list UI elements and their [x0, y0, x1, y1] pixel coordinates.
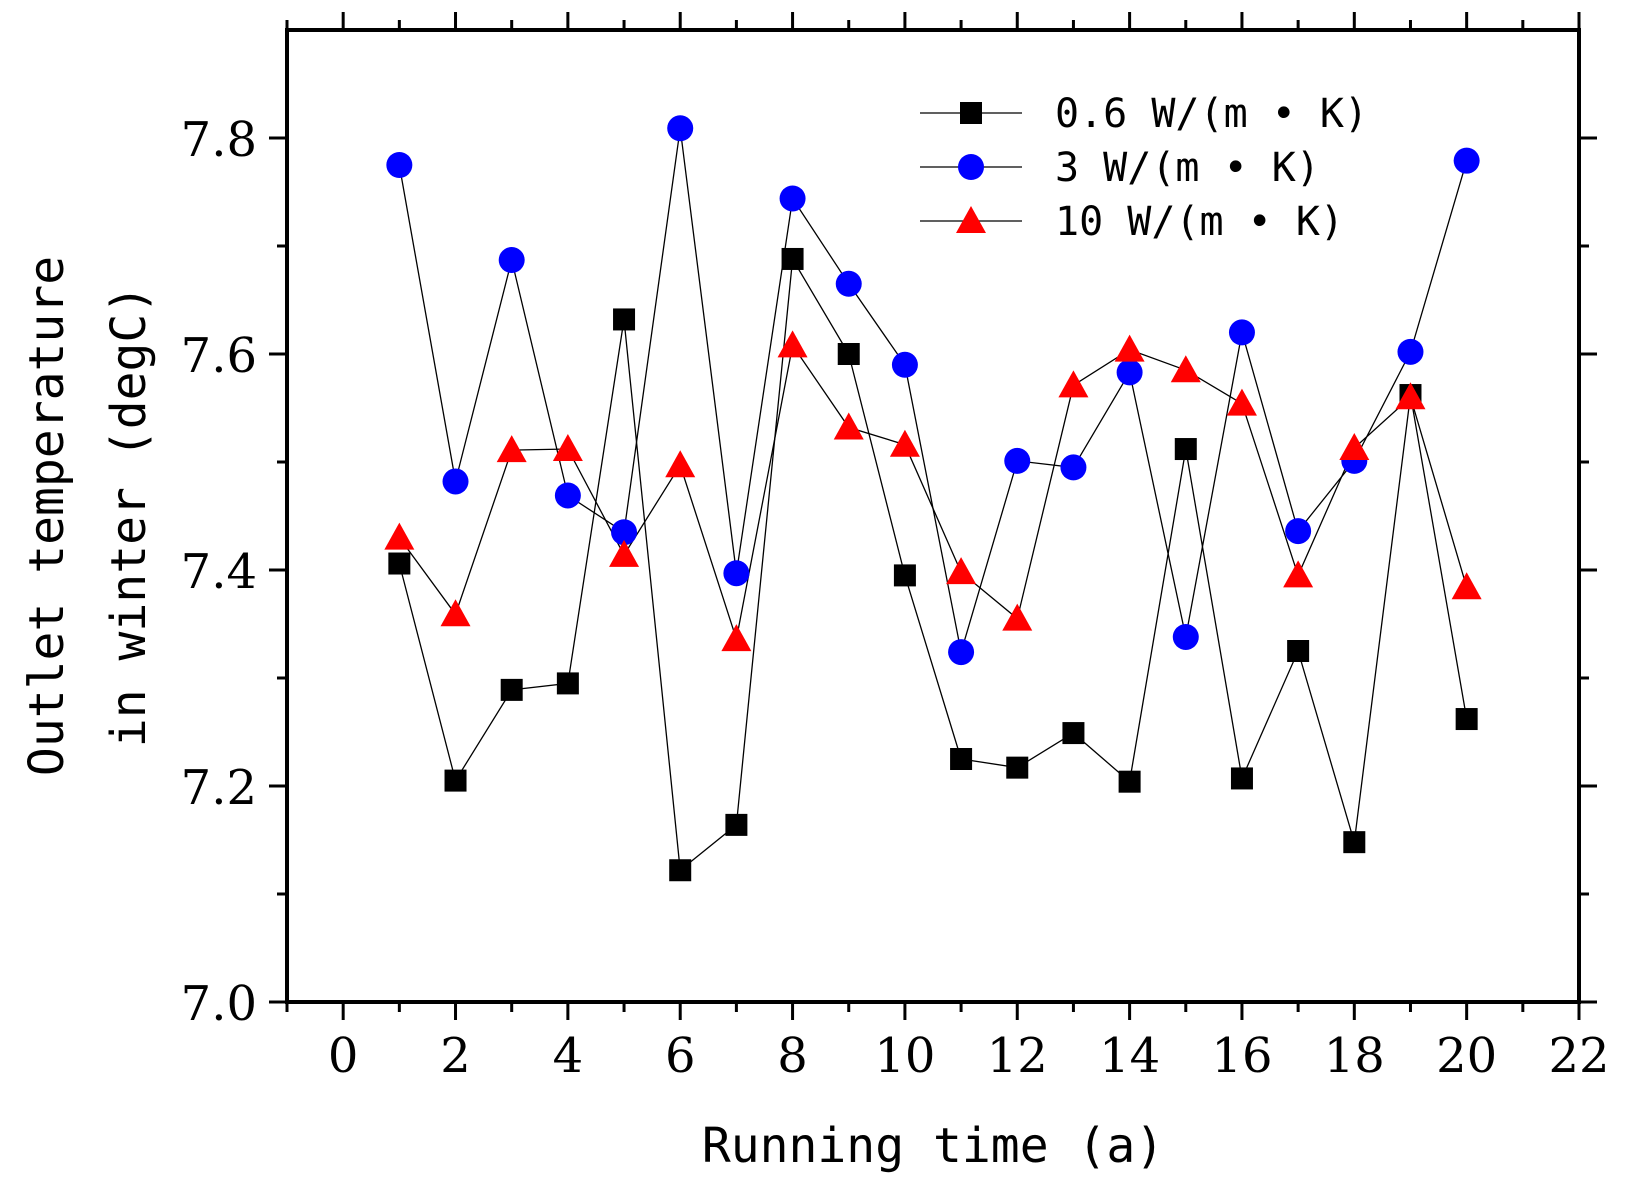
data-point — [442, 468, 469, 495]
data-point — [950, 748, 973, 770]
x-tick-label: 10 — [874, 1028, 935, 1084]
data-point — [1006, 756, 1029, 779]
data-point — [1228, 319, 1255, 346]
series-markers-3 — [384, 330, 1482, 652]
data-point — [1062, 722, 1085, 745]
data-point — [1172, 623, 1199, 650]
data-point — [777, 330, 808, 358]
legend: 0.6 W/(m • K) 3 W/(m • K) 10 W/(m • K) — [920, 91, 1368, 245]
data-point — [440, 599, 471, 627]
data-point — [1116, 359, 1143, 386]
data-point — [1451, 572, 1482, 600]
data-point — [554, 482, 581, 509]
y-axis-title-line-1: Outlet temperature — [19, 256, 75, 776]
data-point — [1170, 355, 1201, 383]
data-point — [1058, 370, 1089, 398]
data-point — [1397, 338, 1424, 365]
data-point — [721, 624, 752, 652]
x-tick-label: 22 — [1548, 1028, 1609, 1084]
series-layer — [384, 115, 1482, 882]
x-tick-label: 0 — [328, 1028, 359, 1084]
data-point — [556, 672, 579, 695]
x-tick-label: 4 — [553, 1028, 584, 1084]
data-point — [498, 247, 525, 274]
data-point — [1285, 518, 1312, 545]
data-point — [613, 308, 636, 331]
x-tick-label: 16 — [1211, 1028, 1272, 1084]
x-tick-label: 8 — [777, 1028, 808, 1084]
y-tick-label: 7.8 — [181, 112, 257, 168]
data-point — [946, 557, 977, 585]
x-tick-label: 6 — [665, 1028, 696, 1084]
x-tick-label: 20 — [1436, 1028, 1497, 1084]
x-tick-label: 14 — [1099, 1028, 1160, 1084]
data-point — [1287, 640, 1310, 662]
data-point — [1226, 388, 1257, 416]
y-axis-title-line-2: in winter (degC) — [101, 285, 157, 747]
data-point — [388, 552, 411, 575]
y-tick-label: 7.0 — [181, 976, 257, 1032]
data-point — [948, 639, 975, 666]
data-point — [386, 152, 413, 178]
x-axis-title: Running time (a) — [702, 1118, 1164, 1174]
data-point — [500, 678, 523, 701]
data-point — [1118, 770, 1141, 793]
data-point — [669, 859, 692, 882]
data-point — [779, 185, 806, 212]
data-point — [1002, 603, 1033, 631]
data-point — [384, 522, 415, 550]
legend-marker — [960, 102, 982, 124]
data-point — [444, 769, 467, 792]
series-markers-1 — [388, 247, 1478, 882]
data-point — [893, 564, 916, 587]
legend-marker — [958, 154, 984, 180]
y-axis: 7.0 7.2 7.4 7.6 7.8 — [181, 112, 1597, 1032]
data-point — [781, 247, 804, 270]
x-axis: 0 2 4 6 8 10 12 14 16 18 20 22 — [285, 12, 1610, 1084]
data-point — [723, 560, 750, 587]
data-point — [833, 412, 864, 440]
series-line-1 — [398, 256, 1468, 872]
x-tick-label: 18 — [1324, 1028, 1385, 1084]
legend-label: 10 W/(m • K) — [1055, 199, 1344, 245]
x-tick-label: 2 — [440, 1028, 471, 1084]
x-tick-label: 12 — [987, 1028, 1048, 1084]
y-tick-label: 7.6 — [181, 328, 257, 384]
data-point — [552, 434, 583, 462]
data-point — [1455, 708, 1478, 731]
data-point — [835, 270, 862, 297]
legend-label: 3 W/(m • K) — [1055, 145, 1320, 191]
data-point — [496, 435, 527, 463]
data-point — [1004, 447, 1031, 474]
data-point — [1230, 767, 1253, 790]
data-point — [1343, 831, 1366, 854]
y-tick-label: 7.4 — [181, 544, 257, 600]
data-point — [1395, 382, 1426, 410]
data-point — [1114, 334, 1145, 362]
data-point — [665, 450, 696, 478]
data-point — [889, 429, 920, 457]
y-tick-label: 7.2 — [181, 760, 257, 816]
data-point — [1060, 454, 1087, 481]
data-point — [667, 115, 694, 142]
data-point — [611, 519, 638, 546]
data-point — [1453, 147, 1480, 174]
data-point — [725, 813, 748, 836]
legend-label: 0.6 W/(m • K) — [1055, 91, 1368, 137]
data-point — [837, 343, 860, 365]
data-point — [1339, 432, 1370, 460]
data-point — [1174, 438, 1197, 461]
series-line-3 — [398, 343, 1468, 640]
plot-frame — [285, 28, 1581, 1004]
legend-marker — [956, 206, 986, 233]
data-point — [1283, 560, 1314, 588]
data-point — [891, 351, 918, 378]
series-markers-2 — [386, 115, 1480, 666]
data-point — [609, 539, 640, 567]
